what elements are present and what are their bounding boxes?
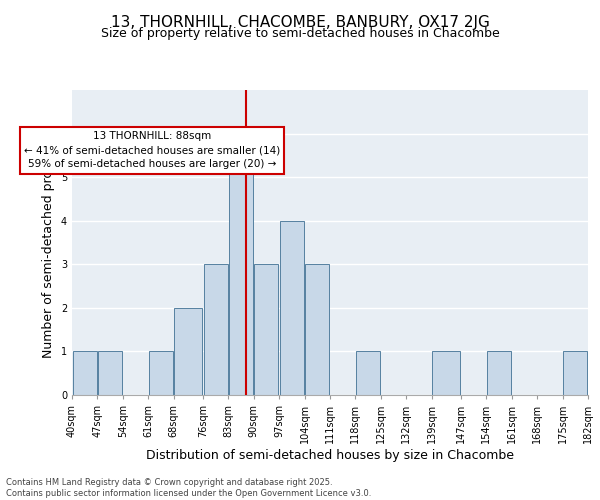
Bar <box>229 134 253 395</box>
Bar <box>487 352 511 395</box>
Bar <box>203 264 227 395</box>
Bar <box>305 264 329 395</box>
Text: 13 THORNHILL: 88sqm
← 41% of semi-detached houses are smaller (14)
59% of semi-d: 13 THORNHILL: 88sqm ← 41% of semi-detach… <box>24 132 280 170</box>
Bar <box>280 220 304 395</box>
Bar <box>73 352 97 395</box>
Bar <box>356 352 380 395</box>
Text: 13, THORNHILL, CHACOMBE, BANBURY, OX17 2JG: 13, THORNHILL, CHACOMBE, BANBURY, OX17 2… <box>110 15 490 30</box>
Bar <box>563 352 587 395</box>
Bar <box>149 352 173 395</box>
Bar <box>175 308 202 395</box>
Text: Size of property relative to semi-detached houses in Chacombe: Size of property relative to semi-detach… <box>101 28 499 40</box>
X-axis label: Distribution of semi-detached houses by size in Chacombe: Distribution of semi-detached houses by … <box>146 449 514 462</box>
Bar <box>254 264 278 395</box>
Bar <box>98 352 122 395</box>
Bar <box>433 352 460 395</box>
Y-axis label: Number of semi-detached properties: Number of semi-detached properties <box>43 127 55 358</box>
Text: Contains HM Land Registry data © Crown copyright and database right 2025.
Contai: Contains HM Land Registry data © Crown c… <box>6 478 371 498</box>
